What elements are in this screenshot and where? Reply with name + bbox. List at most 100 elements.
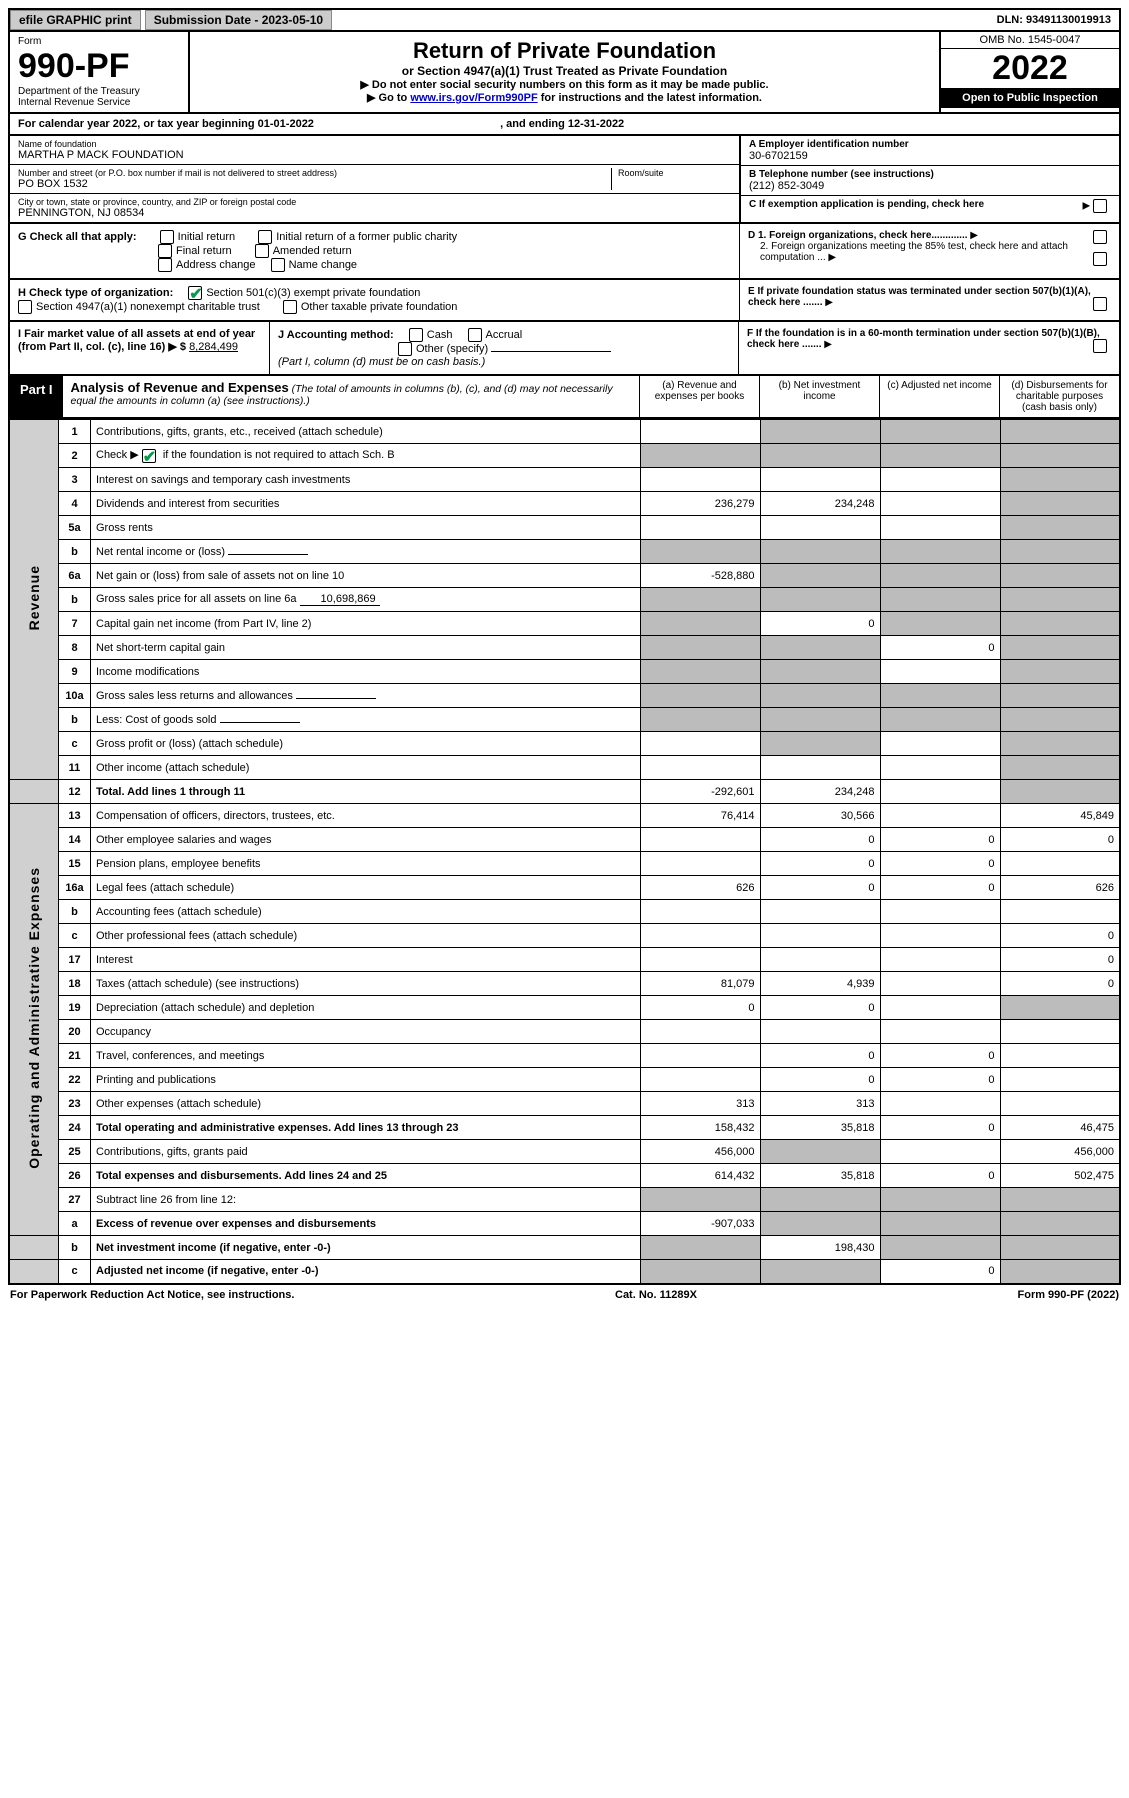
g-amended-return[interactable] bbox=[255, 244, 269, 258]
line-6a: Net gain or (loss) from sale of assets n… bbox=[91, 564, 641, 588]
street-label: Number and street (or P.O. box number if… bbox=[18, 168, 611, 178]
form-note-1: ▶ Do not enter social security numbers o… bbox=[196, 78, 933, 91]
g-address-change[interactable] bbox=[158, 258, 172, 272]
line-23: Other expenses (attach schedule) bbox=[91, 1092, 641, 1116]
part1-title: Analysis of Revenue and Expenses bbox=[71, 380, 289, 395]
dln: DLN: 93491130019913 bbox=[989, 12, 1119, 28]
part1-table: Revenue 1Contributions, gifts, grants, e… bbox=[8, 419, 1121, 1285]
d1-label: D 1. Foreign organizations, check here..… bbox=[748, 230, 968, 241]
line-15: Pension plans, employee benefits bbox=[91, 852, 641, 876]
line-25: Contributions, gifts, grants paid bbox=[91, 1140, 641, 1164]
line-16a: Legal fees (attach schedule) bbox=[91, 876, 641, 900]
line-9: Income modifications bbox=[91, 660, 641, 684]
e-label: E If private foundation status was termi… bbox=[748, 286, 1091, 308]
form-header: Form 990-PF Department of the Treasury I… bbox=[8, 32, 1121, 114]
col-b-header: (b) Net investment income bbox=[759, 376, 879, 417]
c-exemption-label: C If exemption application is pending, c… bbox=[749, 199, 984, 210]
line-18: Taxes (attach schedule) (see instruction… bbox=[91, 972, 641, 996]
ein-value: 30-6702159 bbox=[749, 150, 1111, 162]
g-name-change[interactable] bbox=[271, 258, 285, 272]
d2-label: 2. Foreign organizations meeting the 85%… bbox=[760, 241, 1068, 263]
line-21: Travel, conferences, and meetings bbox=[91, 1044, 641, 1068]
d2-checkbox[interactable] bbox=[1093, 252, 1107, 266]
line-27b: Net investment income (if negative, ente… bbox=[91, 1236, 641, 1260]
line-10b: Less: Cost of goods sold bbox=[91, 708, 641, 732]
d1-checkbox[interactable] bbox=[1093, 230, 1107, 244]
paperwork-notice: For Paperwork Reduction Act Notice, see … bbox=[10, 1289, 294, 1301]
col-d-header: (d) Disbursements for charitable purpose… bbox=[999, 376, 1119, 417]
line-27: Subtract line 26 from line 12: bbox=[91, 1188, 641, 1212]
c-checkbox[interactable] bbox=[1093, 199, 1107, 213]
side-revenue: Revenue bbox=[26, 565, 42, 630]
j-cash[interactable] bbox=[409, 328, 423, 342]
line-26: Total expenses and disbursements. Add li… bbox=[91, 1164, 641, 1188]
h-other-taxable[interactable] bbox=[283, 300, 297, 314]
form-note-2: ▶ Go to www.irs.gov/Form990PF for instru… bbox=[196, 91, 933, 104]
line-22: Printing and publications bbox=[91, 1068, 641, 1092]
line-24: Total operating and administrative expen… bbox=[91, 1116, 641, 1140]
line-5a: Gross rents bbox=[91, 516, 641, 540]
room-label: Room/suite bbox=[618, 168, 731, 178]
g-final-return[interactable] bbox=[158, 244, 172, 258]
line-12: Total. Add lines 1 through 11 bbox=[91, 780, 641, 804]
line-19: Depreciation (attach schedule) and deple… bbox=[91, 996, 641, 1020]
form-label: Form bbox=[18, 36, 180, 47]
section-ijf: I Fair market value of all assets at end… bbox=[8, 322, 1121, 376]
dept-treasury: Department of the Treasury bbox=[18, 86, 180, 97]
page-footer: For Paperwork Reduction Act Notice, see … bbox=[8, 1285, 1121, 1305]
line-14: Other employee salaries and wages bbox=[91, 828, 641, 852]
line-27a: Excess of revenue over expenses and disb… bbox=[91, 1212, 641, 1236]
foundation-name-label: Name of foundation bbox=[18, 139, 731, 149]
col-c-header: (c) Adjusted net income bbox=[879, 376, 999, 417]
line-4: Dividends and interest from securities bbox=[91, 492, 641, 516]
line-10a: Gross sales less returns and allowances bbox=[91, 684, 641, 708]
section-g-d: G Check all that apply: Initial return I… bbox=[8, 224, 1121, 280]
e-checkbox[interactable] bbox=[1093, 297, 1107, 311]
part1-tag: Part I bbox=[10, 376, 63, 417]
efile-print-button[interactable]: efile GRAPHIC print bbox=[10, 10, 141, 30]
omb-number: OMB No. 1545-0047 bbox=[941, 32, 1119, 49]
j-label: J Accounting method: bbox=[278, 329, 394, 341]
submission-date: Submission Date - 2023-05-10 bbox=[145, 10, 332, 30]
instructions-link[interactable]: www.irs.gov/Form990PF bbox=[410, 92, 537, 104]
foundation-name: MARTHA P MACK FOUNDATION bbox=[18, 149, 731, 161]
street-address: PO BOX 1532 bbox=[18, 178, 611, 190]
line-17: Interest bbox=[91, 948, 641, 972]
ein-label: A Employer identification number bbox=[749, 139, 1111, 150]
line-16b: Accounting fees (attach schedule) bbox=[91, 900, 641, 924]
line-13: Compensation of officers, directors, tru… bbox=[91, 804, 641, 828]
j-other[interactable] bbox=[398, 342, 412, 356]
open-to-public: Open to Public Inspection bbox=[941, 88, 1119, 108]
line-20: Occupancy bbox=[91, 1020, 641, 1044]
line-1: Contributions, gifts, grants, etc., rece… bbox=[91, 420, 641, 444]
line-11: Other income (attach schedule) bbox=[91, 756, 641, 780]
line-6b: Gross sales price for all assets on line… bbox=[91, 588, 641, 612]
line-8: Net short-term capital gain bbox=[91, 636, 641, 660]
h-4947a1[interactable] bbox=[18, 300, 32, 314]
j-note: (Part I, column (d) must be on cash basi… bbox=[278, 356, 485, 368]
g-initial-former[interactable] bbox=[258, 230, 272, 244]
form-ref: Form 990-PF (2022) bbox=[1018, 1289, 1119, 1301]
form-title: Return of Private Foundation bbox=[196, 38, 933, 64]
tax-year: 2022 bbox=[941, 49, 1119, 88]
part1-header: Part I Analysis of Revenue and Expenses … bbox=[8, 376, 1121, 419]
h-label: H Check type of organization: bbox=[18, 287, 173, 299]
section-h-e: H Check type of organization: Section 50… bbox=[8, 280, 1121, 322]
line-2: Check ▶ if the foundation is not require… bbox=[91, 444, 641, 468]
g-label: G Check all that apply: bbox=[18, 231, 137, 243]
h-501c3[interactable] bbox=[188, 286, 202, 300]
line-7: Capital gain net income (from Part IV, l… bbox=[91, 612, 641, 636]
line-5b: Net rental income or (loss) bbox=[91, 540, 641, 564]
j-accrual[interactable] bbox=[468, 328, 482, 342]
phone-label: B Telephone number (see instructions) bbox=[749, 169, 1111, 180]
line2-checkbox[interactable] bbox=[142, 449, 156, 463]
city-label: City or town, state or province, country… bbox=[18, 197, 731, 207]
f-label: F If the foundation is in a 60-month ter… bbox=[747, 328, 1100, 350]
top-bar: efile GRAPHIC print Submission Date - 20… bbox=[8, 8, 1121, 32]
city-state-zip: PENNINGTON, NJ 08534 bbox=[18, 207, 731, 219]
phone-value: (212) 852-3049 bbox=[749, 180, 1111, 192]
f-checkbox[interactable] bbox=[1093, 339, 1107, 353]
line-3: Interest on savings and temporary cash i… bbox=[91, 468, 641, 492]
g-initial-return[interactable] bbox=[160, 230, 174, 244]
line-16c: Other professional fees (attach schedule… bbox=[91, 924, 641, 948]
